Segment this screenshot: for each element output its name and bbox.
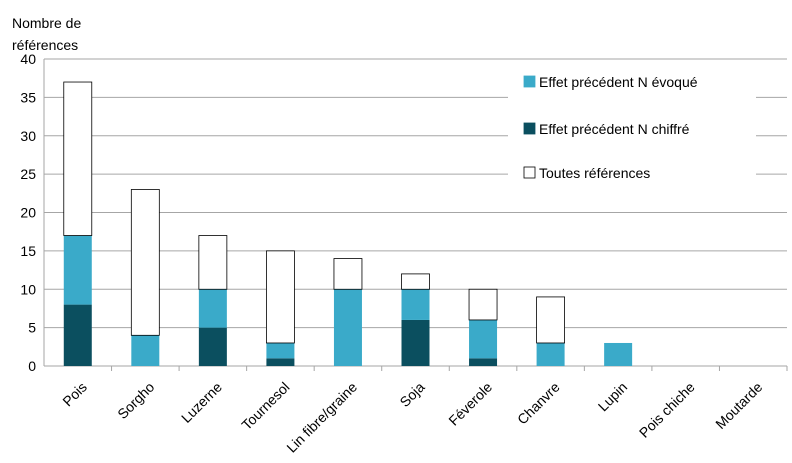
- bar-luzerne-series-1: [198, 327, 227, 366]
- bar-sorgho-series-3: [130, 189, 160, 336]
- y-tick-label-0: 0: [28, 358, 36, 374]
- bar-lin-fibre-graine-series-2: [333, 289, 362, 366]
- bar-tournesol-series-1: [266, 358, 295, 366]
- y-tick-label-20: 20: [20, 205, 36, 221]
- x-tick-label-pois-chiche: Pois chiche: [636, 379, 698, 441]
- y-tick-label-25: 25: [20, 166, 36, 182]
- x-tick-label-f-verole: Féverole: [445, 379, 495, 429]
- x-tick-label-luzerne: Luzerne: [178, 379, 225, 426]
- x-tick-label-moutarde: Moutarde: [712, 379, 765, 432]
- x-tick-label-lin-fibre-graine: Lin fibre/graine: [283, 379, 360, 456]
- x-tick-label-sorgho: Sorgho: [114, 379, 157, 422]
- y-tick-label-5: 5: [28, 320, 36, 336]
- bar-pois-series-2: [63, 235, 92, 305]
- bar-chanvre-series-3: [536, 296, 565, 344]
- bar-tournesol-series-3: [266, 250, 295, 344]
- bar-soja-series-3: [401, 273, 430, 290]
- bar-pois-series-3: [63, 81, 93, 236]
- x-tick-label-chanvre: Chanvre: [514, 379, 563, 428]
- legend-swatch-1: [523, 75, 536, 88]
- bar-f-verole-series-2: [469, 319, 498, 359]
- y-tick-label-30: 30: [20, 128, 36, 144]
- x-tick-label-tournesol: Tournesol: [238, 379, 292, 433]
- x-tick-label-lupin: Lupin: [595, 379, 631, 415]
- bar-luzerne-series-2: [198, 289, 227, 328]
- legend-label-3: Toutes références: [539, 165, 650, 181]
- x-tick-label-pois: Pois: [59, 379, 90, 410]
- x-tick-label-soja: Soja: [396, 379, 427, 410]
- bar-soja-series-1: [401, 319, 430, 366]
- bar-sorgho-series-2: [131, 335, 160, 366]
- y-tick-label-35: 35: [20, 89, 36, 105]
- y-tick-label-10: 10: [20, 281, 36, 297]
- bar-chanvre-series-2: [536, 342, 565, 366]
- bar-pois-series-1: [63, 304, 92, 366]
- bar-lin-fibre-graine-series-3: [333, 258, 363, 290]
- y-axis-title-line-2: références: [12, 37, 79, 53]
- bar-tournesol-series-2: [266, 342, 295, 359]
- y-tick-label-40: 40: [20, 51, 36, 67]
- legend-background: [508, 66, 756, 196]
- legend-swatch-3: [523, 166, 536, 179]
- y-axis-title: Nombre de références: [12, 12, 81, 56]
- legend-label-2: Effet précédent N chiffré: [539, 121, 690, 137]
- bar-lupin-series-2: [604, 342, 633, 366]
- bar-soja-series-2: [401, 289, 430, 320]
- bar-f-verole-series-3: [468, 288, 498, 321]
- bar-f-verole-series-1: [469, 358, 498, 366]
- bar-luzerne-series-3: [198, 235, 228, 290]
- y-tick-label-15: 15: [20, 243, 36, 259]
- legend-swatch-2: [523, 122, 536, 135]
- y-axis-title-line-1: Nombre de: [12, 15, 82, 31]
- legend-label-1: Effet précédent N évoqué: [539, 74, 698, 90]
